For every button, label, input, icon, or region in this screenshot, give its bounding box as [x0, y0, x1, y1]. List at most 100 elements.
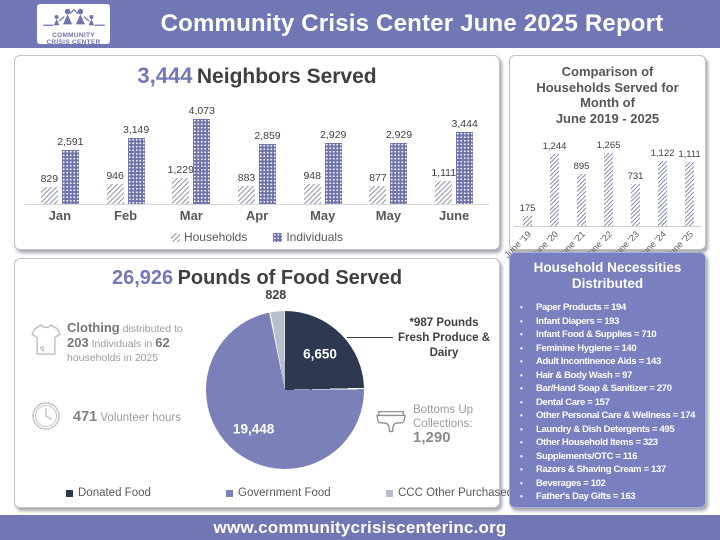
necessity-text: Paper Products = 194 [536, 302, 626, 313]
bottoms-up-value: 1,290 [413, 429, 451, 446]
bar-group: 948 2,929 [290, 129, 356, 204]
comparison-value-label: 1,111 [678, 149, 701, 160]
bar-households [40, 187, 58, 204]
website-link[interactable]: www.communitycrisiscenterinc.org [213, 518, 507, 537]
necessity-text: Bar/Hand Soap & Sanitizer = 270 [536, 383, 672, 394]
pie-circle [206, 311, 364, 469]
clothing-individuals-count: 203 [67, 335, 89, 350]
food-served-panel: 26,926 Pounds of Food Served Clothing di… [14, 258, 513, 508]
necessity-item: • Other Personal Care & Wellness = 174 [520, 409, 705, 423]
bar-households [435, 181, 453, 204]
bullet-icon: • [520, 478, 523, 488]
comparison-value-label: 1,244 [542, 141, 567, 152]
june-comparison-panel: Comparison of Households Served for Mont… [502, 55, 706, 260]
bar-group: 1,111 3,444 [421, 118, 487, 204]
bar-households [172, 178, 190, 204]
households-swatch-icon [170, 232, 180, 242]
page-title: Community Crisis Center June 2025 Report [160, 10, 664, 37]
necessity-text: Infant Food & Supplies = 710 [536, 329, 657, 340]
neighbors-months: Jan Feb Mar Apr May May June [27, 208, 487, 223]
bullet-icon: • [520, 438, 523, 447]
comparison-value-label: 1,122 [650, 148, 675, 159]
comparison-title-line4: June 2019 - 2025 [555, 110, 660, 126]
necessity-item: • Supplements/OTC = 116 [520, 450, 705, 464]
comparison-bar [577, 174, 586, 226]
individuals-swatch-icon [273, 232, 283, 242]
footer-bar: www.communitycrisiscenterinc.org [0, 515, 720, 540]
bar-value-label: 2,591 [57, 136, 84, 148]
pie-slice-label: 828 [265, 288, 287, 303]
comparison-value-label: 731 [627, 171, 644, 182]
bullet-icon: • [520, 343, 523, 353]
bar-individuals [456, 132, 474, 204]
bullet-icon: • [520, 424, 523, 434]
neighbors-plot: 829 2,591 946 3,149 1,229 4,073 883 2,859 948 2,9… [27, 91, 487, 204]
necessity-item: • Feminine Hygiene = 140 [520, 342, 705, 356]
neighbors-x-axis [25, 204, 489, 205]
donated-swatch-icon [66, 489, 73, 497]
bar-individuals [259, 144, 277, 204]
comparison-value-label: 895 [573, 161, 590, 172]
necessity-text: Infant Diapers = 193 [536, 315, 620, 327]
logo-family-icon [42, 8, 105, 26]
comparison-bar [658, 161, 667, 226]
clock-icon [32, 402, 60, 430]
month-label: May [375, 208, 402, 223]
bar-individuals [324, 143, 342, 204]
bar-value-label: 2,929 [385, 129, 413, 141]
legend-item-households: Households [170, 230, 248, 244]
necessity-item: • Adult Incontinence Aids = 143 [520, 355, 705, 369]
necessity-text: Father's Day Gifts = 163 [536, 491, 636, 502]
legend-item-individuals: Individuals [273, 230, 343, 244]
necessity-item: • Infant Diapers = 193 [520, 315, 705, 329]
necessity-item: • Hair & Body Wash = 97 [520, 369, 705, 383]
bar-value-label: 883 [237, 172, 256, 184]
bullet-icon: • [520, 303, 523, 312]
comparison-bar [550, 154, 559, 226]
comparison-chart-title: Comparison of Households Served for Mont… [510, 56, 705, 126]
clothing-bold: Clothing [67, 320, 120, 335]
comparison-value-label: 1,265 [596, 140, 621, 151]
month-label: Feb [114, 208, 138, 223]
necessity-item: • Paper Products = 194 [520, 301, 705, 315]
necessity-text: Other Household Items = 323 [536, 437, 658, 448]
pie-slice-label: 6,650 [303, 346, 337, 362]
comparison-title-line2: Households Served for [536, 79, 679, 95]
month-label: Jan [48, 208, 72, 223]
bar-value-label: 829 [40, 173, 59, 185]
food-chart-title: 26,926 Pounds of Food Served [15, 267, 499, 290]
necessity-text: Dental Care = 157 [536, 396, 610, 408]
pie-legend-government: Government Food [226, 487, 331, 499]
logo-text-line2: CRISIS CENTER [46, 38, 101, 46]
volunteer-hours-value: 471 [73, 409, 98, 425]
neighbors-chart-title: 3,444 Neighbors Served [15, 56, 499, 89]
comparison-title-line3: Month of [580, 95, 635, 110]
necessity-text: Feminine Hygiene = 140 [536, 342, 637, 354]
necessities-title: Household Necessities Distributed [533, 260, 682, 291]
necessity-text: Razors & Shaving Cream = 137 [536, 464, 666, 475]
bar-households [303, 184, 321, 204]
bar-value-label: 3,149 [122, 124, 150, 136]
legend-households-label: Households [183, 230, 248, 244]
food-total: 26,926 [111, 267, 174, 289]
comparison-x-axis [514, 226, 701, 227]
fresh-produce-callout: *987 Pounds Fresh Produce & Dairy [397, 317, 491, 359]
comparison-bar [523, 216, 532, 226]
food-title-label: Pounds of Food Served [177, 267, 403, 289]
bullet-icon: • [520, 492, 523, 501]
month-label: Apr [245, 208, 269, 223]
necessity-text: Other Personal Care & Wellness = 174 [536, 410, 696, 421]
bullet-icon: • [520, 397, 523, 407]
tshirt-icon [31, 324, 61, 355]
diaper-icon [376, 410, 406, 433]
comparison-plot: 175 June '19 1,244 June '20 895 June '21 1,265… [502, 128, 701, 260]
bar-value-label: 2,859 [254, 130, 281, 142]
neighbors-total: 3,444 [137, 63, 193, 88]
neighbors-served-panel: 3,444 Neighbors Served 829 2,591 946 3,149 1… [14, 55, 500, 250]
bullet-icon: • [520, 316, 523, 326]
neighbors-title-label: Neighbors Served [196, 65, 377, 88]
bar-individuals [127, 138, 145, 204]
logo-text-line1: COMMUNITY [52, 32, 95, 39]
bottoms-up-stat: Bottoms Up Collections: 1,290 [413, 404, 474, 446]
